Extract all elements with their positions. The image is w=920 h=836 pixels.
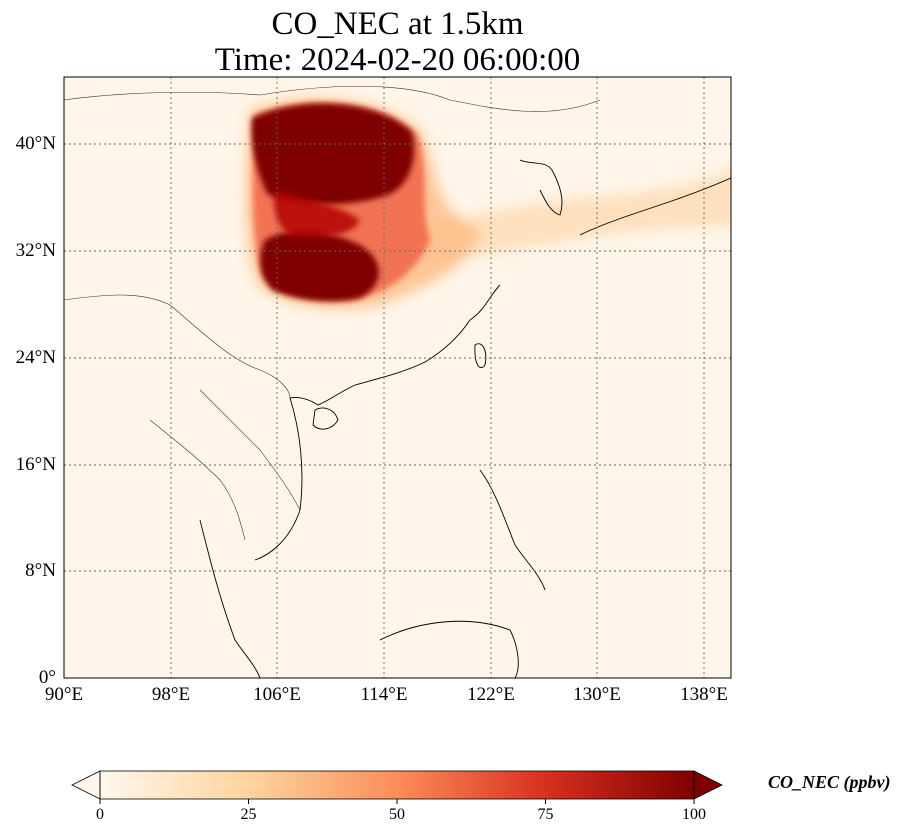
- colorbar-extend-high: [693, 770, 723, 800]
- korea-coast: [519, 159, 563, 216]
- lat-tick-label: 0°: [38, 667, 56, 688]
- lon-tick-label: 130°E: [573, 684, 621, 705]
- lat-tick-label: 16°N: [15, 454, 56, 475]
- border-china-north: [64, 85, 601, 112]
- lon-tick-label: 122°E: [467, 684, 515, 705]
- gridlines: [64, 77, 731, 678]
- border-laos-vietnam: [199, 389, 301, 511]
- colorbar-gradient: [100, 771, 694, 799]
- lon-tick-label: 98°E: [151, 684, 191, 705]
- colorbar-tick-label: 100: [682, 806, 706, 823]
- lat-tick-label: 40°N: [15, 133, 56, 154]
- colorbar-tick-label: 0: [96, 806, 104, 823]
- plume-core-north: [251, 103, 414, 205]
- colorbar-extend-low: [71, 770, 101, 800]
- lat-tick-label: 8°N: [25, 560, 56, 581]
- lat-tick-label: 24°N: [15, 347, 56, 368]
- malay-coast: [199, 519, 261, 678]
- map-title: CO_NEC at 1.5km: [271, 6, 524, 42]
- lon-tick-label: 106°E: [253, 684, 301, 705]
- colorbar: [71, 770, 723, 804]
- hainan-island: [312, 407, 339, 430]
- china-coast: [289, 284, 501, 406]
- japan-coast: [579, 177, 731, 236]
- border-southwest: [64, 294, 291, 399]
- plume-core-south: [260, 230, 379, 302]
- lon-tick-label: 138°E: [680, 684, 728, 705]
- plume-core-mid: [273, 190, 360, 237]
- lon-tick-label: 114°E: [360, 684, 408, 705]
- map-field: [64, 77, 731, 678]
- borneo-coast: [379, 620, 519, 678]
- map-subtitle: Time: 2024-02-20 06:00:00: [214, 42, 581, 78]
- colorbar-label: CO_NEC (ppbv): [768, 772, 891, 792]
- colorbar-tick-label: 75: [537, 806, 554, 823]
- colorbar-tick-label: 50: [389, 806, 405, 823]
- taiwan-island: [474, 343, 487, 369]
- lon-tick-label: 90°E: [44, 684, 84, 705]
- map-frame: [63, 76, 732, 679]
- colorbar-tick-label: 25: [240, 806, 257, 823]
- lat-tick-label: 32°N: [15, 240, 56, 261]
- plume-transport-band: [400, 169, 731, 265]
